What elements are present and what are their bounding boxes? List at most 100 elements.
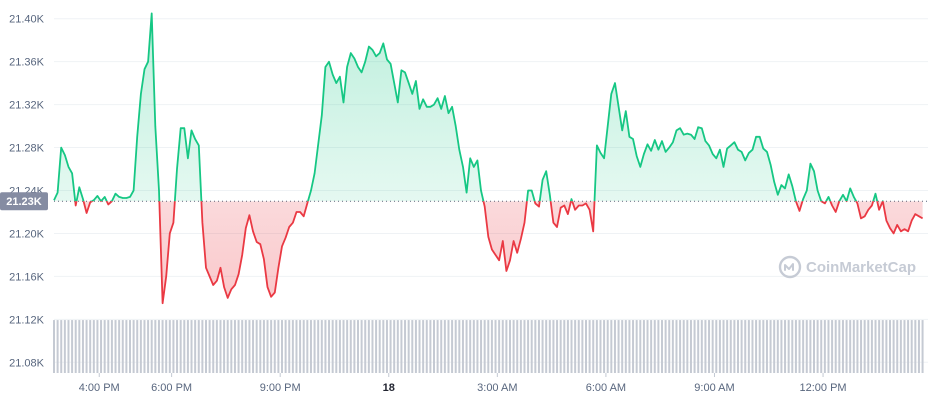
volume-bar — [154, 320, 157, 373]
volume-bar — [907, 320, 910, 373]
volume-bar — [577, 320, 580, 373]
volume-bar — [686, 320, 689, 373]
volume-bar — [805, 320, 808, 373]
price-line-down — [74, 201, 924, 305]
volume-bar — [252, 320, 255, 373]
volume-bar — [205, 320, 207, 373]
volume-bar — [197, 320, 200, 373]
volume-bar — [132, 320, 135, 373]
x-tick-label: 4:00 PM — [79, 382, 120, 394]
volume-bar — [588, 320, 591, 373]
volume-bar — [71, 320, 74, 373]
volume-bar — [541, 320, 544, 373]
volume-bar — [512, 320, 515, 373]
volume-bar — [454, 320, 457, 373]
volume-bar — [700, 320, 703, 373]
volume-bar — [671, 320, 674, 373]
volume-bar — [404, 320, 407, 373]
volume-bar — [910, 320, 913, 373]
volume-bar — [364, 320, 367, 373]
volume-bar — [194, 320, 197, 373]
volume-bar — [338, 320, 341, 373]
volume-bar — [469, 320, 472, 373]
volume-bar — [639, 320, 642, 373]
volume-bar — [852, 320, 855, 373]
volume-bar — [237, 320, 240, 373]
volume-bar — [96, 320, 99, 373]
volume-bar — [881, 320, 884, 373]
volume-bar — [729, 320, 732, 373]
volume-bar — [574, 320, 577, 373]
volume-bar — [233, 320, 236, 373]
volume-bar — [472, 320, 475, 373]
y-tick-label: 21.36K — [9, 57, 45, 69]
volume-bars — [53, 320, 924, 373]
volume-bar — [599, 320, 602, 373]
volume-bar — [429, 320, 432, 373]
volume-bar — [121, 320, 124, 373]
volume-bar — [480, 320, 483, 373]
x-tick-label: 3:00 AM — [477, 382, 517, 394]
volume-bar — [81, 320, 84, 373]
volume-bar — [498, 320, 501, 373]
volume-bar — [328, 320, 331, 373]
price-area — [54, 13, 923, 304]
volume-bar — [157, 320, 160, 373]
volume-bar — [313, 320, 316, 373]
volume-bar — [244, 320, 247, 373]
volume-bar — [841, 320, 844, 373]
volume-bar — [762, 320, 765, 373]
volume-bar — [838, 320, 841, 373]
volume-bar — [646, 320, 649, 373]
volume-bar — [382, 320, 385, 373]
volume-bar — [780, 320, 783, 373]
volume-bar — [682, 320, 685, 373]
volume-bar — [816, 320, 819, 373]
volume-bar — [737, 320, 739, 373]
volume-bar — [845, 320, 848, 373]
volume-bar — [628, 320, 631, 373]
volume-bar — [523, 320, 526, 373]
volume-bar — [425, 320, 428, 373]
volume-bar — [878, 320, 881, 373]
volume-bar — [860, 320, 863, 373]
volume-bar — [56, 320, 59, 373]
baseline-value-label: 21.23K — [6, 196, 42, 208]
volume-bar — [288, 320, 291, 373]
y-tick-label: 21.12K — [9, 314, 45, 326]
volume-bar — [451, 320, 454, 373]
volume-bar — [889, 320, 891, 373]
volume-bar — [827, 320, 830, 373]
volume-bar — [570, 320, 573, 373]
volume-bar — [78, 320, 81, 373]
volume-bar — [172, 320, 175, 373]
volume-bar — [385, 320, 388, 373]
volume-bar — [371, 320, 374, 373]
x-tick-label: 18 — [383, 382, 395, 394]
volume-bar — [266, 320, 269, 373]
volume-bar — [726, 320, 729, 373]
volume-bar — [299, 320, 302, 373]
volume-bar — [255, 320, 258, 373]
volume-bar — [422, 320, 425, 373]
volume-bar — [704, 320, 707, 373]
volume-bar — [190, 320, 193, 373]
volume-bar — [661, 320, 663, 373]
volume-bar — [183, 320, 186, 373]
volume-bar — [693, 320, 696, 373]
volume-bar — [342, 320, 345, 373]
volume-bar — [505, 320, 508, 373]
volume-bar — [917, 320, 920, 373]
volume-bar — [60, 320, 63, 373]
volume-bar — [769, 320, 772, 373]
volume-bar — [697, 320, 700, 373]
volume-bar — [595, 320, 598, 373]
volume-bar — [215, 320, 218, 373]
volume-bar — [585, 320, 587, 373]
volume-bar — [226, 320, 229, 373]
volume-bar — [309, 320, 312, 373]
volume-bar — [718, 320, 721, 373]
watermark: CoinMarketCap — [778, 255, 916, 279]
volume-bar — [223, 320, 226, 373]
